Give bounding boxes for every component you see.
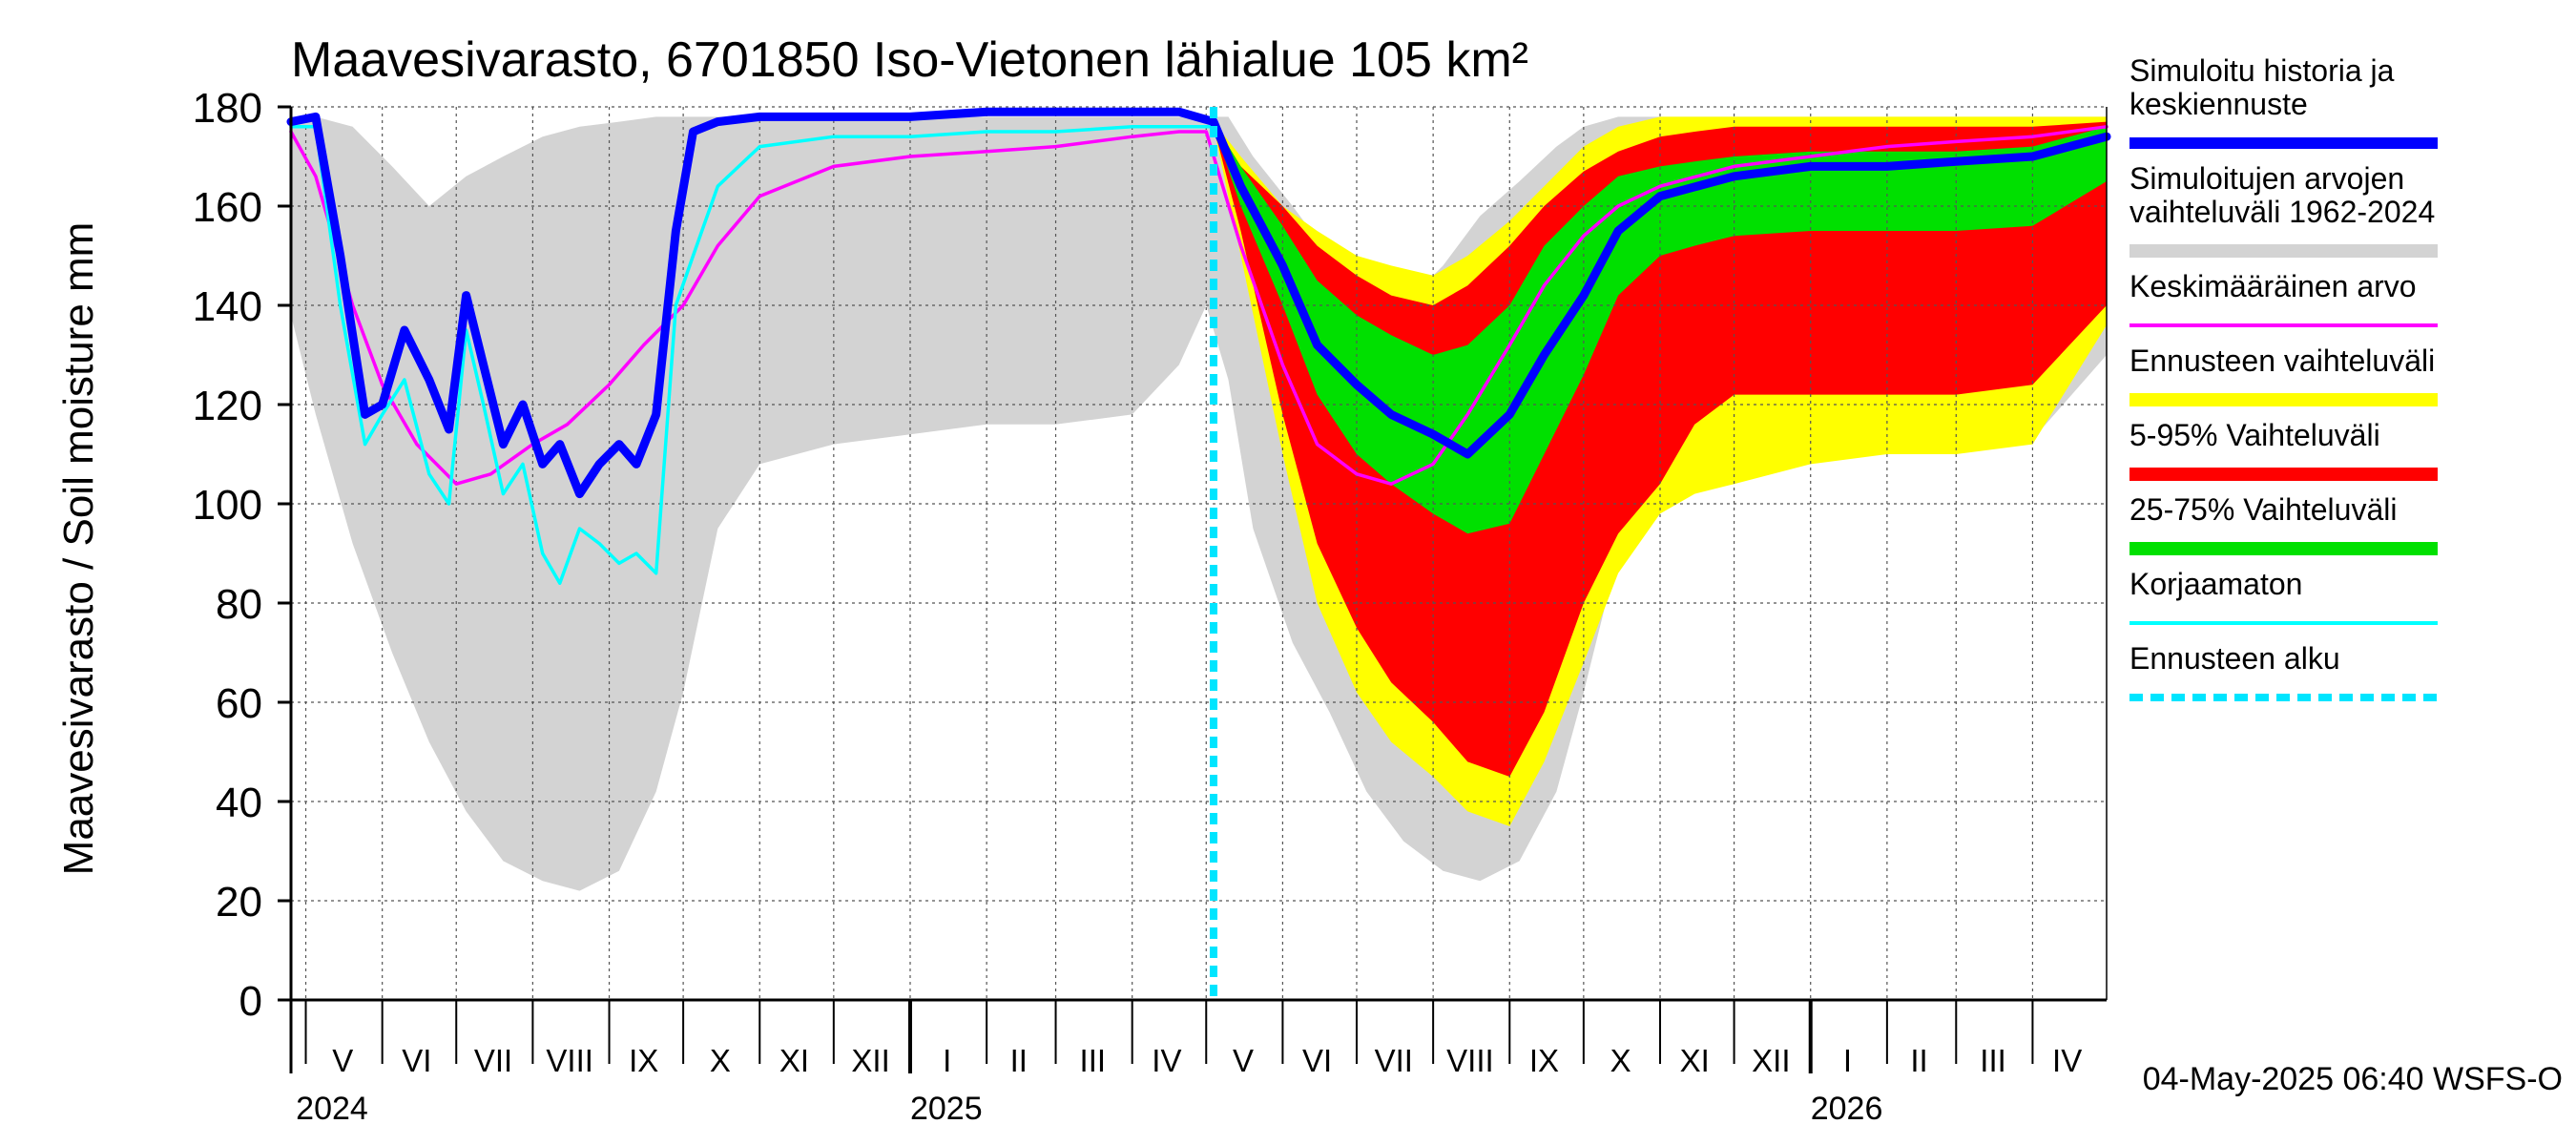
month-label: VII: [1375, 1043, 1413, 1078]
year-label: 2026: [1811, 1091, 1883, 1127]
y-tick-label: 0: [239, 978, 262, 1025]
y-tick-label: 60: [216, 680, 262, 727]
y-tick-label: 80: [216, 581, 262, 628]
legend-item-label: Keskimääräinen arvo: [2129, 269, 2417, 303]
timestamp-label: 04-May-2025 06:40 WSFS-O: [2143, 1061, 2563, 1097]
month-label: X: [1610, 1043, 1631, 1078]
y-tick-label: 180: [193, 85, 262, 132]
month-label: IV: [1152, 1043, 1181, 1078]
month-label: IV: [2052, 1043, 2082, 1078]
y-tick-label: 140: [193, 283, 262, 330]
month-label: V: [1233, 1043, 1254, 1078]
month-label: II: [1010, 1043, 1028, 1078]
month-label: X: [710, 1043, 731, 1078]
legend-item-25-75-vaihteluvali: 25-75% Vaihteluväli: [2129, 492, 2438, 555]
legend-item-5-95-vaihteluvali: 5-95% Vaihteluväli: [2129, 418, 2438, 481]
legend: Simuloitu historia jakeskiennusteSimuloi…: [2129, 53, 2438, 701]
month-label: VIII: [1446, 1043, 1494, 1078]
y-axis-label: Maavesivarasto / Soil moisture mm: [55, 222, 102, 876]
month-label: III: [1980, 1043, 2006, 1078]
line-korjaamaton: [289, 125, 1215, 585]
month-label: I: [1843, 1043, 1852, 1078]
month-label: XI: [779, 1043, 809, 1078]
legend-item-keskimaarainen-arvo: Keskimääräinen arvo: [2129, 269, 2438, 327]
y-tick-label: 160: [193, 184, 262, 231]
y-tick-label: 40: [216, 780, 262, 826]
y-tick-label: 100: [193, 482, 262, 529]
legend-item-korjaamaton: Korjaamaton: [2129, 567, 2438, 625]
month-label: II: [1910, 1043, 1927, 1078]
legend-item-label: vaihteluväli 1962-2024: [2129, 195, 2435, 229]
month-label: VIII: [546, 1043, 593, 1078]
legend-item-label: Ennusteen vaihteluväli: [2129, 344, 2435, 378]
legend-item-label: keskiennuste: [2129, 87, 2308, 121]
month-label: III: [1080, 1043, 1107, 1078]
legend-item-label: Ennusteen alku: [2129, 641, 2340, 676]
month-label: V: [332, 1043, 353, 1078]
band-25-75-vaihteluvali: [1214, 121, 2107, 534]
legend-item-ennusteen-vaihteluvali: Ennusteen vaihteluväli: [2129, 344, 2438, 406]
month-label: I: [943, 1043, 951, 1078]
chart-title: Maavesivarasto, 6701850 Iso-Vietonen läh…: [291, 32, 1528, 88]
month-label: IX: [1529, 1043, 1559, 1078]
line-simuloitu-historia-ja-keskiennuste: [286, 107, 2111, 499]
line-keskimaarainen-arvo: [289, 125, 2109, 486]
y-tick-label: 20: [216, 879, 262, 926]
month-label: XII: [851, 1043, 889, 1078]
month-label: VII: [474, 1043, 512, 1078]
year-label: 2025: [910, 1091, 983, 1127]
legend-item-label: 25-75% Vaihteluväli: [2129, 492, 2397, 527]
y-tick-label: 120: [193, 383, 262, 429]
legend-item-label: Simuloitu historia ja: [2129, 53, 2395, 88]
year-label: 2024: [296, 1091, 368, 1127]
legend-item-label: Korjaamaton: [2129, 567, 2302, 601]
month-label: IX: [629, 1043, 658, 1078]
month-label: XII: [1752, 1043, 1790, 1078]
month-label: VI: [1302, 1043, 1332, 1078]
legend-item-ennusteen-alku: Ennusteen alku: [2129, 641, 2438, 701]
month-label: VI: [402, 1043, 431, 1078]
legend-item-label: Simuloitujen arvojen: [2129, 161, 2404, 196]
month-label: XI: [1680, 1043, 1710, 1078]
legend-item-label: 5-95% Vaihteluväli: [2129, 418, 2380, 452]
